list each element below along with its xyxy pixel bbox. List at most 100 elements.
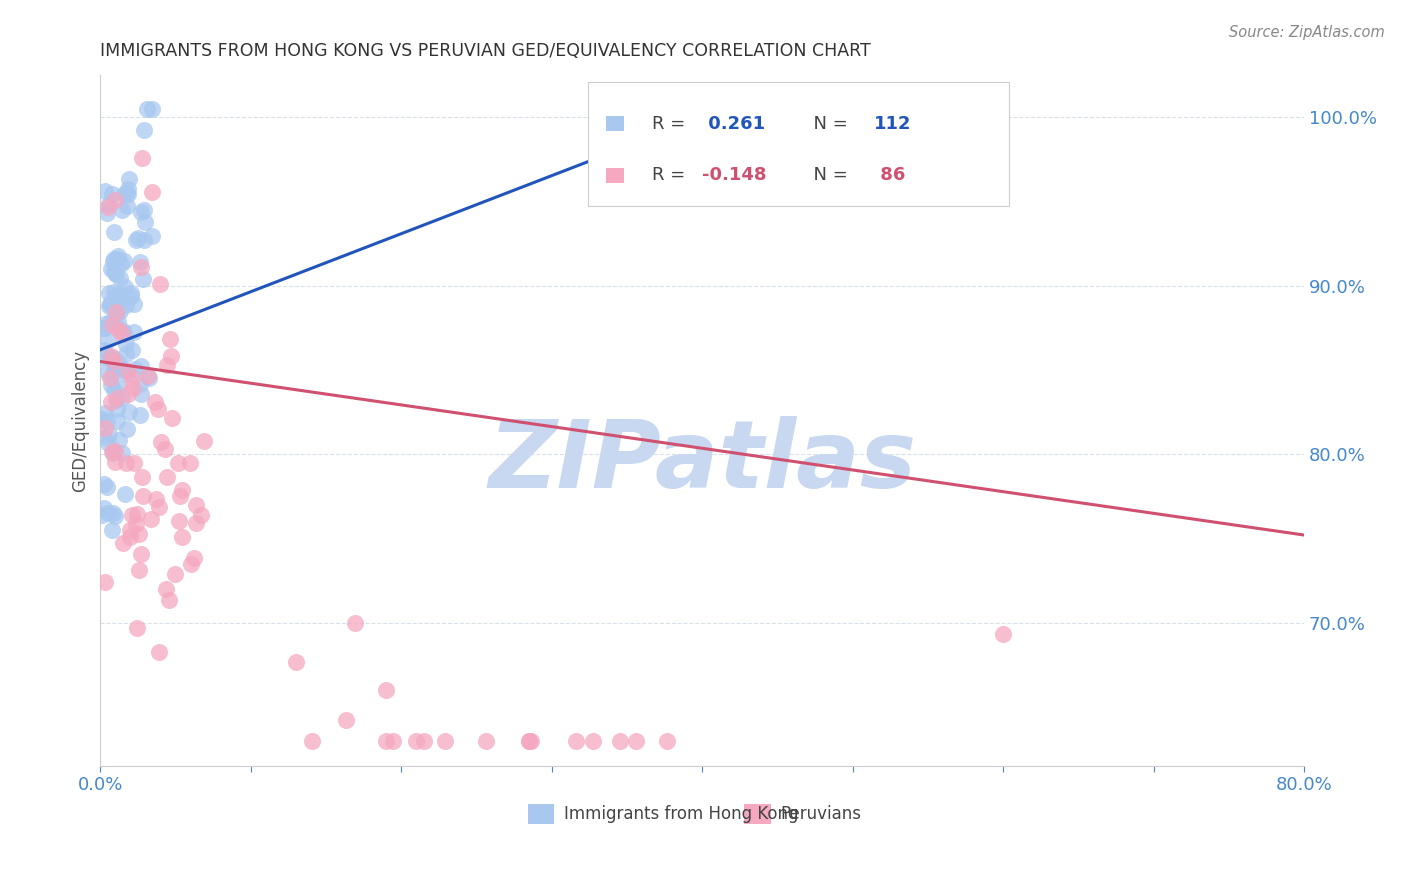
Point (96, 206, 118, 220)
Point (94, 321, 117, 335)
Point (184, 498, 207, 512)
Point (132, 233, 155, 247)
Point (125, 233, 148, 247)
Point (134, 203, 156, 218)
Point (97, 200, 120, 214)
Point (103, 446, 125, 460)
Point (121, 508, 143, 522)
FancyBboxPatch shape (606, 168, 624, 183)
Point (121, 285, 143, 300)
Point (103, 225, 125, 239)
Point (183, 550, 205, 565)
Point (624, 733, 647, 747)
Text: 0.261: 0.261 (702, 114, 765, 133)
Point (114, 347, 136, 361)
Point (167, 514, 190, 528)
Text: R =: R = (651, 114, 690, 133)
Point (103, 354, 125, 368)
Point (375, 733, 398, 747)
Point (128, 526, 150, 541)
Point (111, 391, 134, 405)
Point (97, 436, 120, 450)
Text: Peruvians: Peruvians (780, 805, 862, 823)
Point (104, 267, 127, 281)
Point (107, 381, 129, 395)
Point (157, 593, 180, 607)
Point (104, 318, 127, 333)
Point (180, 557, 202, 571)
Point (129, 260, 152, 274)
Point (155, 582, 177, 596)
Point (122, 456, 145, 470)
Point (98, 426, 121, 441)
Point (129, 204, 152, 219)
Point (103, 264, 125, 278)
Point (519, 733, 541, 747)
Point (170, 483, 193, 497)
Point (115, 199, 138, 213)
Point (127, 621, 149, 635)
Point (117, 182, 139, 196)
Point (97, 506, 120, 520)
Point (190, 508, 212, 523)
Point (179, 456, 201, 470)
Point (582, 733, 605, 747)
Point (170, 530, 193, 544)
Point (343, 616, 366, 631)
Text: N =: N = (803, 166, 853, 185)
Point (169, 489, 191, 503)
Point (112, 253, 135, 268)
Point (141, 228, 163, 243)
Point (98, 297, 121, 311)
Point (100, 378, 122, 392)
Text: IMMIGRANTS FROM HONG KONG VS PERUVIAN GED/EQUIVALENCY CORRELATION CHART: IMMIGRANTS FROM HONG KONG VS PERUVIAN GE… (100, 42, 872, 60)
Point (104, 509, 127, 524)
Point (105, 393, 128, 408)
Point (103, 366, 125, 380)
Point (96, 414, 118, 428)
Point (93, 343, 115, 358)
Point (110, 257, 132, 271)
Point (110, 293, 132, 307)
Point (609, 733, 631, 747)
Point (107, 355, 129, 369)
Point (94, 317, 117, 331)
Point (121, 372, 143, 386)
Point (91, 321, 114, 335)
Point (111, 361, 134, 376)
Point (127, 507, 149, 521)
Point (97, 333, 120, 347)
Point (115, 186, 138, 201)
Point (125, 516, 148, 531)
Point (141, 185, 163, 199)
Point (167, 456, 190, 470)
Point (104, 443, 127, 458)
Point (131, 489, 153, 503)
Point (103, 358, 125, 372)
Point (162, 410, 184, 425)
Point (413, 733, 436, 747)
Point (138, 369, 160, 384)
Point (124, 361, 146, 376)
Point (103, 507, 125, 521)
Point (97, 197, 120, 211)
Point (100, 186, 122, 201)
Point (108, 303, 131, 318)
Point (103, 455, 125, 469)
Point (381, 733, 404, 747)
Point (93, 421, 115, 435)
FancyBboxPatch shape (588, 82, 1010, 206)
Point (122, 325, 145, 339)
Point (148, 645, 170, 659)
Point (155, 442, 177, 457)
Point (115, 298, 138, 312)
Point (375, 683, 398, 698)
Point (107, 360, 129, 375)
Point (98, 371, 121, 385)
Point (117, 405, 139, 419)
Point (115, 422, 138, 436)
Point (148, 500, 170, 514)
Point (111, 324, 134, 338)
Point (112, 325, 135, 339)
Point (149, 277, 172, 291)
